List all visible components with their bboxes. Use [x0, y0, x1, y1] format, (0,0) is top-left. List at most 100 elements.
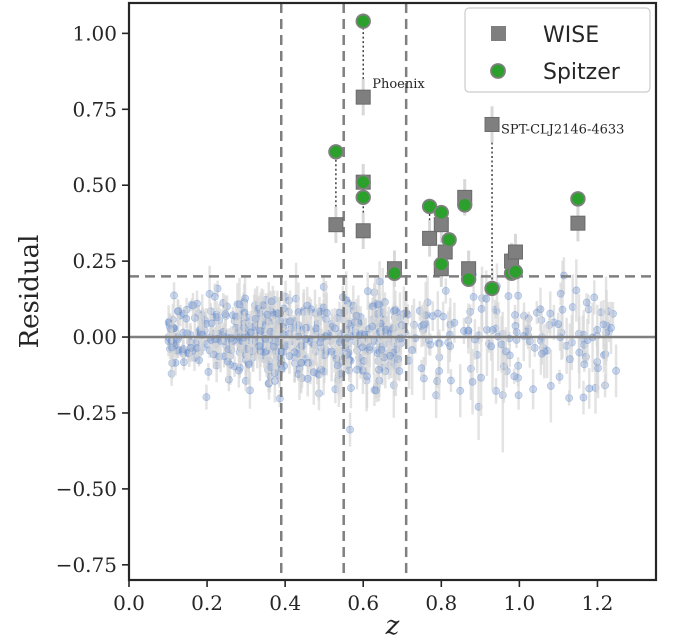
y-tick-label: −0.25 [56, 401, 117, 425]
sample-point [512, 328, 521, 336]
sample-point [382, 325, 390, 334]
sample-point [290, 348, 299, 357]
sample-point [316, 338, 325, 347]
sample-point [514, 291, 523, 300]
sample-point [572, 286, 581, 295]
sample-point [234, 366, 243, 375]
x-tick-label: 0.8 [425, 591, 457, 615]
sample-point [244, 360, 253, 369]
x-axis-label: z [385, 611, 400, 640]
sample-point [221, 310, 230, 319]
sample-point [235, 300, 244, 309]
spitzer-marker [355, 189, 371, 206]
axes-layer: 0.0 0.2 0.4 0.6 0.8 1.0 1.2 1.00 0.75 0.50 0.25 0.0… [15, 1, 658, 640]
spitzer-marker [484, 280, 500, 297]
sample-point [322, 308, 331, 317]
sample-point [241, 294, 249, 303]
sample-point [335, 308, 344, 317]
sample-point [186, 343, 195, 352]
sample-point [482, 294, 491, 303]
sample-point [363, 372, 371, 381]
sample-point [333, 361, 342, 370]
y-tick-label: −0.50 [56, 477, 117, 501]
y-tick-label: 0.75 [72, 97, 117, 121]
sample-point [312, 324, 321, 333]
highlighted-markers-layer [328, 13, 586, 297]
sample-point [374, 300, 383, 309]
wise-marker [422, 230, 438, 246]
sample-point [554, 320, 563, 329]
spitzer-marker [421, 198, 438, 215]
sample-point [386, 351, 394, 360]
sample-point [575, 348, 584, 357]
sample-point [303, 374, 312, 383]
annotation-label: Phoenix [372, 77, 425, 92]
x-tick-label: 1.2 [582, 591, 614, 615]
sample-point [269, 342, 278, 351]
spitzer-marker [386, 265, 403, 281]
sample-point [558, 305, 567, 314]
sample-point [309, 368, 318, 377]
legend-box [464, 7, 651, 93]
sample-point [468, 377, 477, 386]
reference-lines-layer [129, 3, 656, 580]
sample-point [447, 376, 455, 385]
sample-point [251, 314, 260, 323]
sample-point [426, 340, 435, 349]
sample-point [514, 361, 523, 370]
sample-point [408, 346, 417, 354]
background-sample-layer [164, 252, 620, 453]
sample-point [469, 293, 478, 301]
sample-point [368, 322, 377, 331]
legend: WISE Spitzer [464, 7, 651, 93]
sample-point [510, 372, 519, 381]
sample-point [446, 342, 455, 351]
sample-point [594, 364, 602, 373]
sample-point [358, 343, 367, 352]
sample-point [579, 393, 588, 402]
sample-point [525, 337, 534, 346]
sample-point [487, 342, 496, 351]
sample-point [182, 314, 191, 323]
sample-point [246, 386, 254, 395]
sample-point [546, 309, 555, 318]
sample-point [538, 349, 546, 358]
sample-point [286, 317, 295, 326]
sample-point [497, 340, 506, 349]
sample-point [170, 291, 178, 300]
sample-point [580, 360, 589, 369]
x-tick-label: 0.4 [269, 591, 301, 615]
sample-point [585, 384, 594, 393]
sample-point [612, 366, 620, 375]
spitzer-marker [433, 204, 449, 221]
sample-point [179, 345, 188, 353]
sample-point [464, 326, 473, 335]
spitzer-marker [507, 264, 524, 280]
wise-marker [570, 215, 586, 231]
x-tick-label: 0.2 [191, 591, 223, 615]
plot-frame [127, 1, 658, 582]
sample-point [263, 310, 272, 319]
sample-point [439, 312, 448, 321]
sample-point [395, 367, 404, 375]
sample-point [511, 311, 519, 319]
sample-point [396, 334, 405, 343]
sample-point [189, 301, 197, 310]
sample-point [391, 306, 400, 315]
sample-point [363, 287, 372, 296]
sample-point [347, 384, 355, 392]
y-tick-label: 0.50 [72, 173, 117, 197]
sample-point [504, 292, 513, 301]
sample-point [179, 358, 188, 367]
sample-point [353, 365, 361, 374]
sample-point [477, 373, 486, 382]
sample-point [419, 320, 428, 329]
y-axis-label: Residual [15, 235, 45, 349]
annotation-label: SPT-CLJ2146-4633 [501, 123, 624, 138]
x-tick-label: 0.0 [113, 591, 145, 615]
sample-point [377, 345, 386, 354]
sample-point [530, 343, 539, 352]
sample-point [374, 365, 383, 374]
sample-point [173, 307, 182, 316]
sample-point [565, 394, 574, 402]
